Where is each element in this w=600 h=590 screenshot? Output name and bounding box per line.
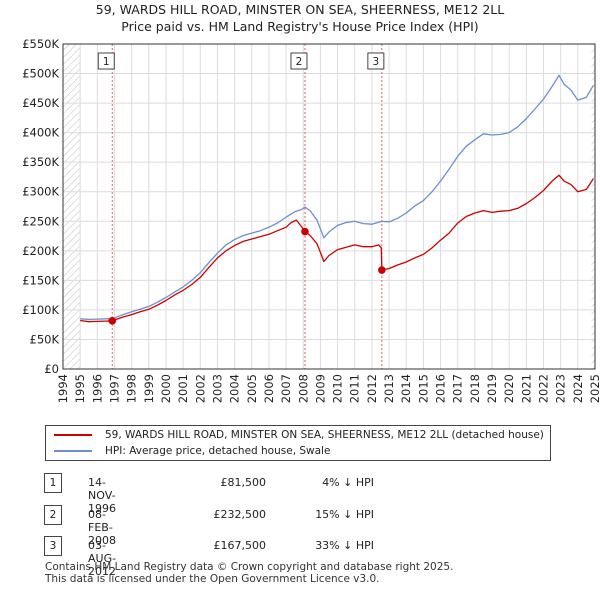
footer-licence: This data is licensed under the Open Gov… <box>45 573 380 585</box>
x-tick-label: 2021 <box>519 374 533 403</box>
x-tick-label: 1995 <box>73 374 87 403</box>
y-tick-label: £200K <box>22 244 59 258</box>
transaction-price: £232,500 <box>213 508 267 521</box>
y-tick-label: £400K <box>22 126 59 140</box>
hatched-region <box>63 44 81 369</box>
x-tick-label: 2025 <box>588 374 600 403</box>
price-chart: 1 2 3 £0 £50K £100K £150K £200K £250K £300K £350K… <box>22 37 600 403</box>
hatched-region <box>591 44 595 369</box>
sale-label-number: 2 <box>296 56 303 68</box>
x-tick-label: 2020 <box>502 374 516 403</box>
y-tick-label: £250K <box>22 214 59 228</box>
legend: 59, WARDS HILL ROAD, MINSTER ON SEA, SHE… <box>45 425 551 461</box>
chart-title: 59, WARDS HILL ROAD, MINSTER ON SEA, SHE… <box>95 2 505 17</box>
sale-point <box>108 317 117 325</box>
transaction-hpi-diff: 15% ↓ HPI <box>315 508 374 521</box>
footer-copyright: Contains HM Land Registry data © Crown c… <box>45 561 454 573</box>
x-tick-label: 2014 <box>399 374 413 403</box>
x-tick-label: 2007 <box>279 374 293 403</box>
y-tick-label: £0 <box>44 362 59 376</box>
x-tick-label: 2019 <box>485 374 499 403</box>
legend-line-property <box>54 434 92 436</box>
x-tick-label: 1997 <box>107 374 121 403</box>
y-tick-label: £100K <box>22 303 59 317</box>
x-tick-label: 2013 <box>382 374 396 403</box>
x-tick-label: 2001 <box>176 374 190 403</box>
legend-item-property: 59, WARDS HILL ROAD, MINSTER ON SEA, SHE… <box>54 427 544 443</box>
x-tick-label: 2015 <box>416 374 430 403</box>
x-tick-label: 2002 <box>193 374 207 403</box>
y-tick-label: £150K <box>22 273 59 287</box>
x-tick-label: 1996 <box>90 374 104 403</box>
sale-label-number: 1 <box>103 56 110 68</box>
x-tick-label: 2003 <box>210 374 224 403</box>
y-tick-label: £50K <box>30 332 60 346</box>
x-tick-label: 2009 <box>313 374 327 403</box>
sale-label-box <box>290 52 308 70</box>
x-tick-label: 2022 <box>537 374 551 403</box>
transaction-hpi-diff: 33% ↓ HPI <box>315 539 374 552</box>
x-tick-label: 2011 <box>348 374 362 403</box>
y-tick-label: £300K <box>22 185 59 199</box>
y-tick-label: £550K <box>22 37 59 51</box>
x-tick-label: 1998 <box>125 374 139 403</box>
x-tick-label: 2012 <box>365 374 379 403</box>
sale-label-box <box>97 52 115 70</box>
x-tick-label: 2008 <box>296 374 310 403</box>
transaction-price: £167,500 <box>213 539 267 552</box>
x-tick-label: 2024 <box>571 374 585 403</box>
x-tick-label: 2017 <box>451 374 465 403</box>
legend-label-hpi: HPI: Average price, detached house, Swal… <box>105 445 331 457</box>
property-price-line <box>80 174 594 323</box>
y-tick-label: £350K <box>22 155 59 169</box>
transaction-hpi-diff: 4% ↓ HPI <box>322 476 374 489</box>
y-tick-label: £450K <box>22 96 59 110</box>
transaction-number: 1 <box>44 473 62 493</box>
sale-label-box <box>367 52 385 70</box>
transaction-price: £81,500 <box>220 476 267 489</box>
sale-point <box>378 266 386 274</box>
legend-label-property: 59, WARDS HILL ROAD, MINSTER ON SEA, SHE… <box>105 429 544 441</box>
transaction-number: 2 <box>44 505 62 525</box>
transaction-date: 03-AUG-2012 <box>88 539 117 578</box>
sale-label-number: 3 <box>373 56 380 68</box>
x-tick-label: 2004 <box>228 374 242 403</box>
x-tick-label: 2000 <box>159 374 173 403</box>
hpi-line <box>80 74 594 321</box>
legend-line-hpi <box>54 450 92 452</box>
x-tick-label: 2016 <box>434 374 448 403</box>
plot-frame <box>62 43 596 370</box>
transaction-date: 08-FEB-2008 <box>88 508 116 547</box>
x-tick-label: 2006 <box>262 374 276 403</box>
x-tick-label: 2005 <box>245 374 259 403</box>
x-tick-label: 1999 <box>142 374 156 403</box>
x-tick-label: 2023 <box>554 374 568 403</box>
transaction-number: 3 <box>44 536 62 556</box>
sale-point <box>301 227 309 236</box>
chart-subtitle: Price paid vs. HM Land Registry's House … <box>121 19 479 34</box>
transaction-date: 14-NOV-1996 <box>88 476 116 515</box>
y-tick-label: £500K <box>22 67 59 81</box>
legend-item-hpi: HPI: Average price, detached house, Swal… <box>54 443 330 459</box>
x-tick-label: 1994 <box>56 374 70 403</box>
x-tick-label: 2010 <box>331 374 345 403</box>
x-tick-label: 2018 <box>468 374 482 403</box>
